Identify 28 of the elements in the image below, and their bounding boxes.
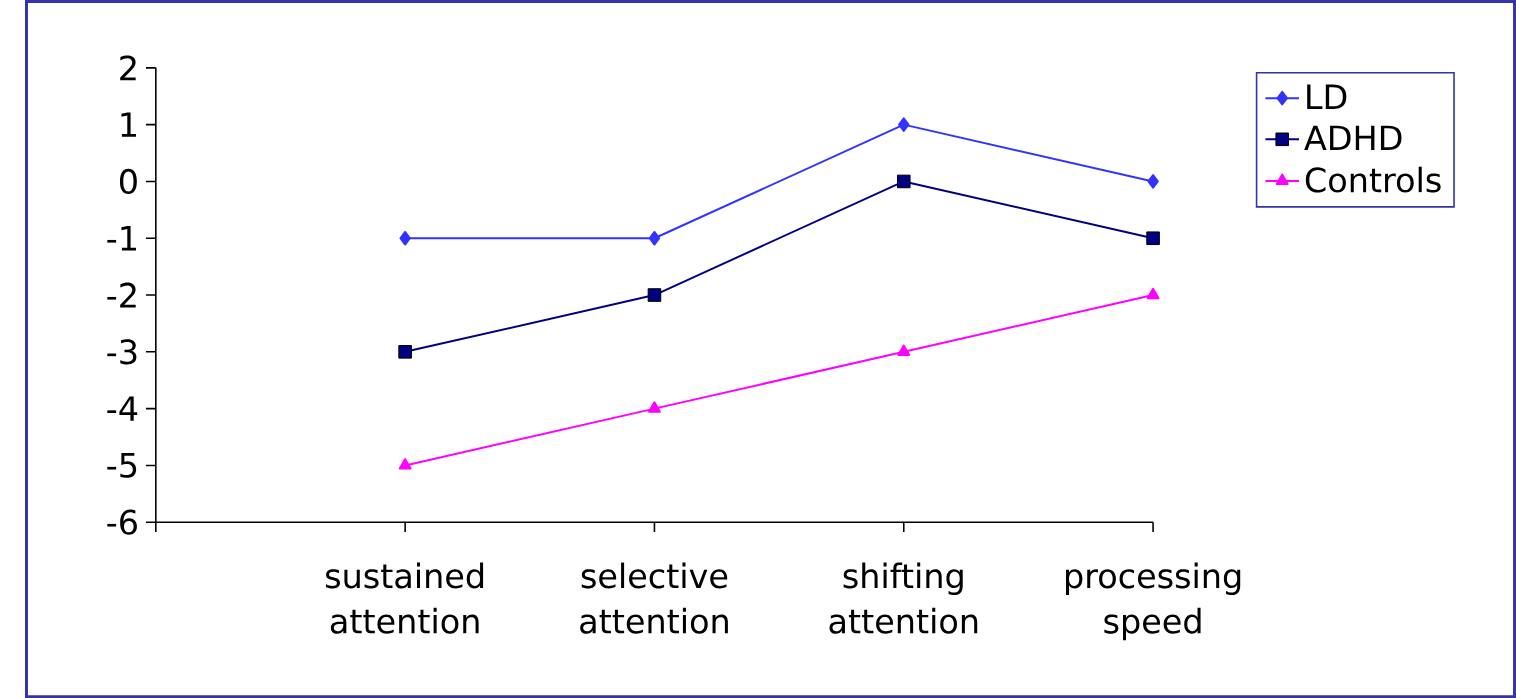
y-tick-label: 1 (121, 112, 136, 137)
point (1146, 231, 1160, 245)
point (1146, 287, 1160, 300)
point (896, 174, 911, 189)
x-tick-label: selective attention (580, 562, 728, 634)
y-tick-label: -6 (107, 509, 137, 535)
point (399, 230, 411, 246)
legend-label: ADHD (1304, 125, 1402, 150)
point (648, 401, 661, 413)
y-tick-label: 2 (120, 55, 136, 81)
y-tick-label: -4 (107, 396, 138, 421)
legend-label: LD (1307, 84, 1347, 109)
x-tick-label: sustained attention (326, 562, 484, 634)
y-tick-label: -2 (107, 282, 136, 308)
y-tick-label: -5 (107, 452, 137, 478)
y-tick-label: 0 (119, 168, 137, 194)
legend-label: Controls (1305, 166, 1441, 193)
y-tick-label: -3 (107, 339, 137, 365)
point (398, 458, 412, 470)
point (898, 117, 910, 132)
y-tick-label: -1 (107, 225, 136, 251)
x-tick-label: shifting attention (829, 562, 978, 634)
point (1147, 174, 1159, 189)
point (648, 230, 661, 246)
point (398, 344, 412, 359)
x-tick-label: processing speed (1066, 562, 1241, 641)
point (647, 288, 662, 302)
point (897, 344, 911, 356)
